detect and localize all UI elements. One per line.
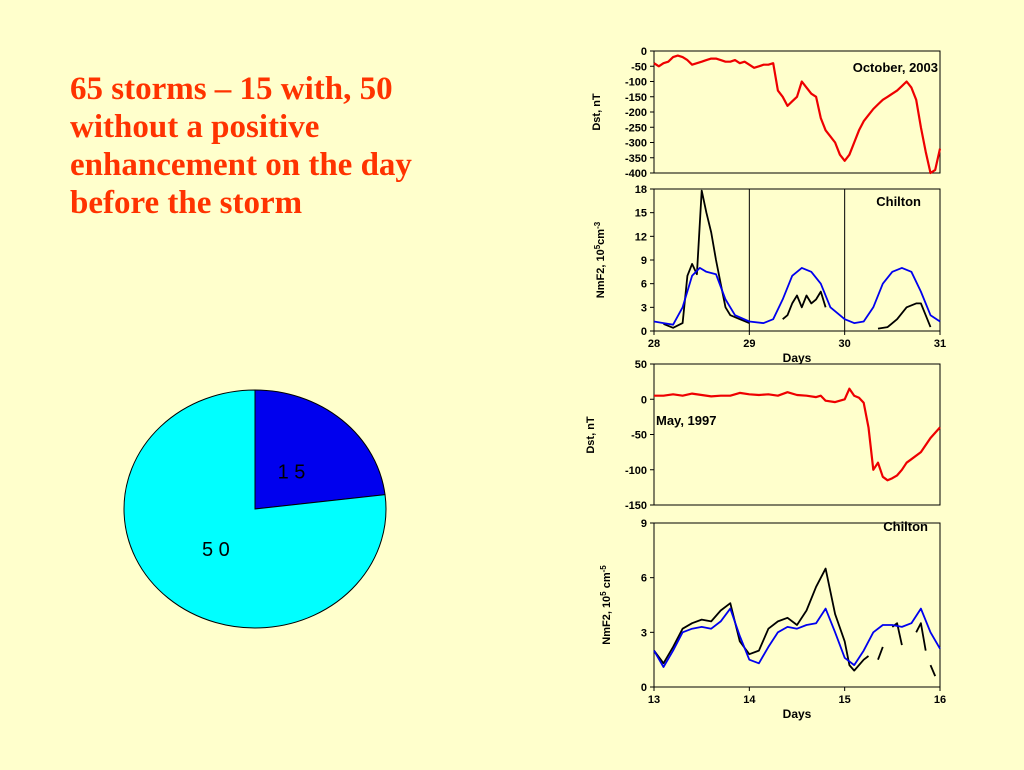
plot-frame xyxy=(653,522,941,688)
y-tick-label: 6 xyxy=(641,279,647,291)
pie-label-15: 1 5 xyxy=(278,462,306,484)
x-tick-label: 14 xyxy=(743,694,756,706)
chart-panel-1: 0 -50 -100 -150 -200 -250 -300 -350 -400 October,… xyxy=(625,46,942,180)
x-tick-label: 29 xyxy=(743,338,755,350)
chart-panel-3: 50 0 -50 -100 -150 May, 1997 xyxy=(625,359,941,512)
series-0-line xyxy=(782,290,827,320)
series-1-line xyxy=(653,266,941,326)
y-axis-label: NmF2, 105 cm-5 xyxy=(599,565,613,645)
x-tick-label: 28 xyxy=(648,338,660,350)
y-tick-label: 50 xyxy=(635,359,647,371)
series-0-line xyxy=(654,387,941,482)
y-tick-label: 15 xyxy=(635,208,647,220)
y-tick-label: 0 xyxy=(641,326,647,338)
y-tick-label: -100 xyxy=(625,465,647,477)
y-tick-label: -50 xyxy=(631,430,647,442)
series-0-line xyxy=(877,302,932,330)
y-axis-label: Dst, nT xyxy=(591,93,603,131)
series-0-line xyxy=(915,622,927,651)
y-tick-label: -300 xyxy=(625,138,647,150)
x-axis-label: Days xyxy=(783,351,812,365)
x-axis-label: Days xyxy=(783,707,812,721)
series-0-line xyxy=(653,567,870,672)
x-tick-label: 30 xyxy=(839,338,851,350)
y-tick-label: 0 xyxy=(641,682,647,694)
series-0-line xyxy=(877,646,884,661)
y-tick-label: -350 xyxy=(625,153,647,165)
chart-panel-2: 0 3 6 9 12 15 18 28 29 30 31 Chilton Days xyxy=(635,184,946,365)
x-tick-label: 16 xyxy=(934,694,946,706)
chart-panel-4: 0 3 6 9 13 14 15 16 Chilton Days xyxy=(641,518,946,721)
x-tick-label: 13 xyxy=(648,694,660,706)
pie-slice-15 xyxy=(254,389,386,510)
x-tick-label: 15 xyxy=(839,694,851,706)
y-tick-label: 9 xyxy=(641,255,647,267)
y-tick-label: 6 xyxy=(641,573,647,585)
y-tick-label: 18 xyxy=(635,184,647,196)
y-tick-label: -100 xyxy=(625,77,647,89)
x-tick-label: 31 xyxy=(934,338,946,350)
series-0-line xyxy=(663,189,750,329)
slide-headline: 65 storms – 15 with, 50 without a positi… xyxy=(70,71,412,221)
y-axis-label: NmF2, 105cm-3 xyxy=(593,221,607,298)
series-0-line xyxy=(929,664,937,677)
pie-slice-50 xyxy=(123,389,387,629)
storm-charts: 0 -50 -100 -150 -200 -250 -300 -350 -400 October,… xyxy=(585,46,946,721)
chart-title: May, 1997 xyxy=(656,413,716,428)
series-1-line xyxy=(653,607,941,668)
y-axis-label: Dst, nT xyxy=(585,416,597,454)
y-tick-label: -200 xyxy=(625,107,647,119)
y-tick-label: -250 xyxy=(625,122,647,134)
y-tick-label: -150 xyxy=(625,92,647,104)
y-tick-label: -150 xyxy=(625,500,647,512)
y-tick-label: 3 xyxy=(641,302,647,314)
y-tick-label: -50 xyxy=(631,61,647,73)
y-tick-label: 0 xyxy=(641,394,647,406)
y-tick-label: 0 xyxy=(641,46,647,58)
chart-title: October, 2003 xyxy=(853,60,938,75)
y-tick-label: 12 xyxy=(635,231,647,243)
series-0-line xyxy=(653,54,942,175)
pie-chart: 1 5 5 0 xyxy=(123,389,387,629)
pie-label-50: 5 0 xyxy=(202,539,230,561)
chart-title: Chilton xyxy=(876,194,921,209)
chart-title: Chilton xyxy=(883,519,928,534)
plot-frame xyxy=(653,363,941,506)
y-tick-label: 3 xyxy=(641,627,647,639)
y-tick-label: 9 xyxy=(641,518,647,530)
y-tick-label: -400 xyxy=(625,168,647,180)
